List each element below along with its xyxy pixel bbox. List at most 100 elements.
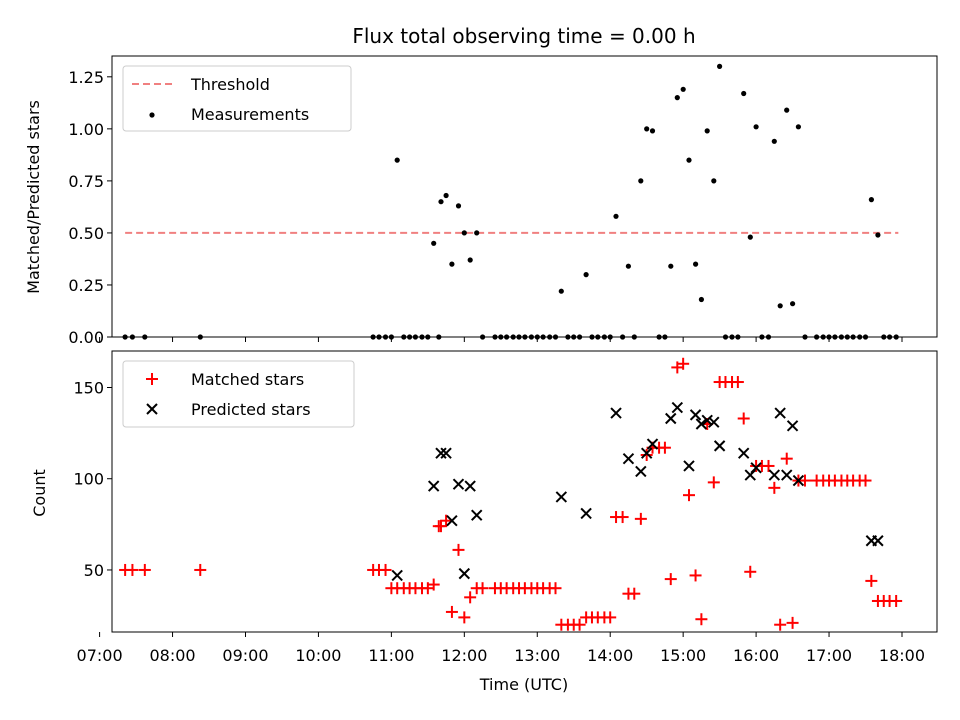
top-panel: 0.00 0.25 0.50 0.75 1.00 1.25 Matched/Predict… [24,55,938,347]
matched-star-point [452,543,465,556]
matched-star-point [379,563,392,576]
predicted-star-point [671,401,684,414]
bottom-y-tick-label: 150 [73,378,104,397]
top-legend-box [122,65,352,132]
measurement-point [438,199,444,205]
top-legend: Threshold Measurements [122,65,352,132]
x-tick-label: 15:00 [660,646,706,665]
legend-predicted-label: Predicted stars [191,400,311,419]
measurement-point [771,138,777,144]
top-y-tick-label: 1.00 [68,120,104,139]
measurement-point [461,230,467,236]
predicted-star-point [622,452,635,465]
predicted-star-point [427,480,440,492]
matched-star-point [445,605,458,618]
predicted-star-point [580,507,592,520]
measurement-point [753,124,759,130]
predicted-star-point [464,480,476,492]
matched-star-point [859,474,872,487]
matched-star-point [640,449,653,462]
matched-star-point [682,489,695,502]
measurement-point [558,288,564,294]
predicted-star-point [774,407,786,419]
x-tick-label: 14:00 [587,646,633,665]
bottom-legend-box [122,360,355,428]
x-axis-label: Time (UTC) [479,675,568,694]
predicted-star-point [750,462,762,474]
predicted-star-point [744,469,756,481]
predicted-star-point [665,412,677,425]
measurement-point [449,261,455,267]
legend-matched-label: Matched stars [191,370,304,389]
matched-star-point [664,573,677,586]
measurement-point [777,303,783,309]
measurement-point [467,257,473,263]
top-y-tick-label: 0.25 [68,276,104,295]
predicted-star-point [610,407,622,419]
matched-star-point [695,613,708,626]
x-tick-label: 07:00 [77,646,123,665]
predicted-star-point [737,447,750,459]
bottom-x-axis: 07:00 08:00 09:00 10:00 11:00 12:00 13:00 14:00… [77,632,925,665]
measurement-point [668,263,674,269]
bottom-y-axis: 50 100 150 [73,378,112,580]
predicted-star-point [635,465,647,478]
measurement-point [625,263,632,269]
top-plot-area [122,63,899,340]
measurement-point [747,234,753,240]
bottom-plot-area [119,357,903,631]
matched-star-point [138,563,151,576]
matched-star-point [194,563,207,576]
predicted-star-point [458,567,471,580]
bottom-panel: 50 100 150 07:00 08:00 09:00 10:00 11:00 12:00 1… [30,350,938,694]
measurement-point [583,272,589,278]
measurement-point [790,301,796,307]
matched-star-point [780,452,793,465]
predicted-star-point [452,478,465,490]
matched-star-point [658,441,671,454]
top-y-tick-label: 0.50 [68,224,104,243]
measurement-point [644,126,650,132]
legend-measurements-swatch [149,112,155,118]
matched-star-point [689,569,702,582]
predicted-star-point [471,509,483,521]
predicted-star-point [708,416,720,428]
predicted-star-point [391,569,403,582]
x-tick-label: 09:00 [222,646,268,665]
measurement-point [674,95,680,101]
x-tick-label: 12:00 [441,646,487,665]
predicted-star-point [646,438,659,450]
matched-star-point [464,591,477,604]
matched-star-point [707,476,720,489]
predicted-star-point [683,460,695,472]
x-tick-label: 13:00 [514,646,560,665]
predicted-star-point [446,514,458,527]
top-x-ticks [99,337,903,342]
bottom-y-tick-label: 100 [73,470,104,489]
matched-star-point [616,511,629,524]
measurement-point [795,124,802,130]
x-tick-label: 08:00 [149,646,195,665]
predicted-star-point [435,447,447,459]
measurement-point [875,232,881,238]
top-y-axis: 0.00 0.25 0.50 0.75 1.00 1.25 [68,68,112,347]
measurement-point [717,63,723,69]
predicted-star-point [872,535,884,547]
measurement-point [431,240,437,246]
x-tick-label: 11:00 [368,646,414,665]
measurement-point [443,192,449,199]
matched-star-point [628,587,641,600]
matched-star-point [677,357,690,370]
legend-measurements-label: Measurements [191,105,309,124]
chart-title: Flux total observing time = 0.00 h [352,24,695,48]
predicted-star-point [786,420,799,432]
matched-star-point [798,474,811,487]
matched-star-point [744,565,757,578]
measurement-point [704,128,710,134]
measurement-point [698,296,705,303]
matched-star-point [865,574,878,587]
matched-star-point [762,459,775,472]
x-tick-label: 17:00 [806,646,852,665]
bottom-y-tick-label: 50 [84,561,104,580]
